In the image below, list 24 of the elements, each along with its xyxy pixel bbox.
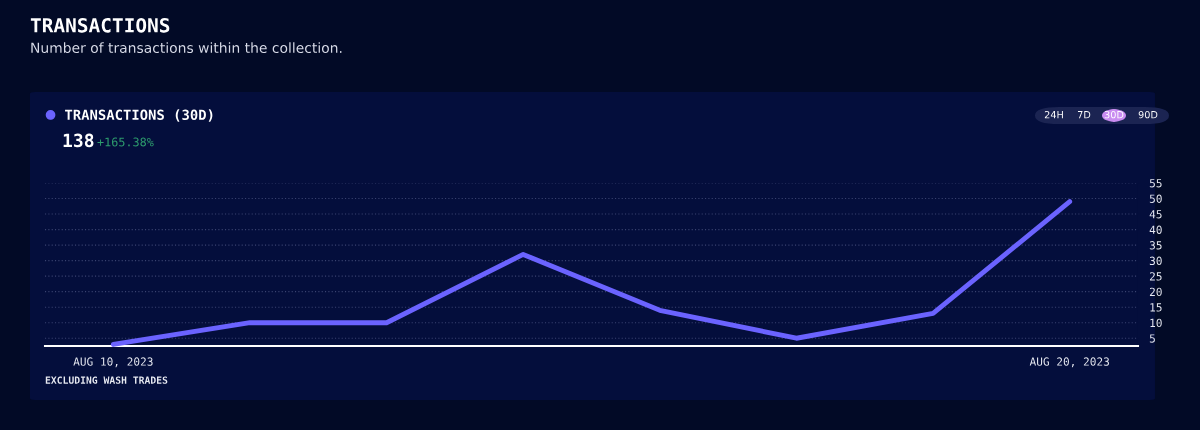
- text: 24H: [1044, 110, 1063, 119]
- y-tick-label: 55: [1149, 179, 1162, 188]
- y-tick-label: 15: [1150, 303, 1162, 312]
- text: 30D: [1104, 110, 1124, 119]
- text: 138: [63, 133, 94, 148]
- text: 7D: [1077, 111, 1091, 119]
- line-series: [110, 199, 1073, 347]
- legend-label: TRANSACTIONS (30D): [65, 109, 213, 122]
- y-tick-label: 25: [1149, 272, 1162, 281]
- text: 90D: [1138, 110, 1158, 119]
- text: EXCLUDING WASH TRADES: [45, 376, 168, 384]
- x-tick-label: AUG 10, 2023: [73, 357, 153, 368]
- y-tick-label: 10: [1150, 318, 1162, 328]
- x-tick-label: AUG 20, 2023: [1029, 357, 1109, 368]
- text: +165.38%: [97, 137, 154, 147]
- y-tick-label: 5: [1149, 334, 1155, 343]
- chart-title: TRANSACTIONS: [30, 17, 170, 33]
- y-tick-label: 50: [1149, 194, 1162, 203]
- y-tick-label: 30: [1149, 256, 1162, 266]
- y-tick-label: 20: [1149, 287, 1162, 297]
- y-tick-label: 45: [1149, 210, 1162, 219]
- chart-subtitle: Number of transactions within the collection.: [31, 42, 342, 54]
- y-tick-label: 35: [1149, 241, 1162, 250]
- y-tick-label: 40: [1149, 225, 1162, 234]
